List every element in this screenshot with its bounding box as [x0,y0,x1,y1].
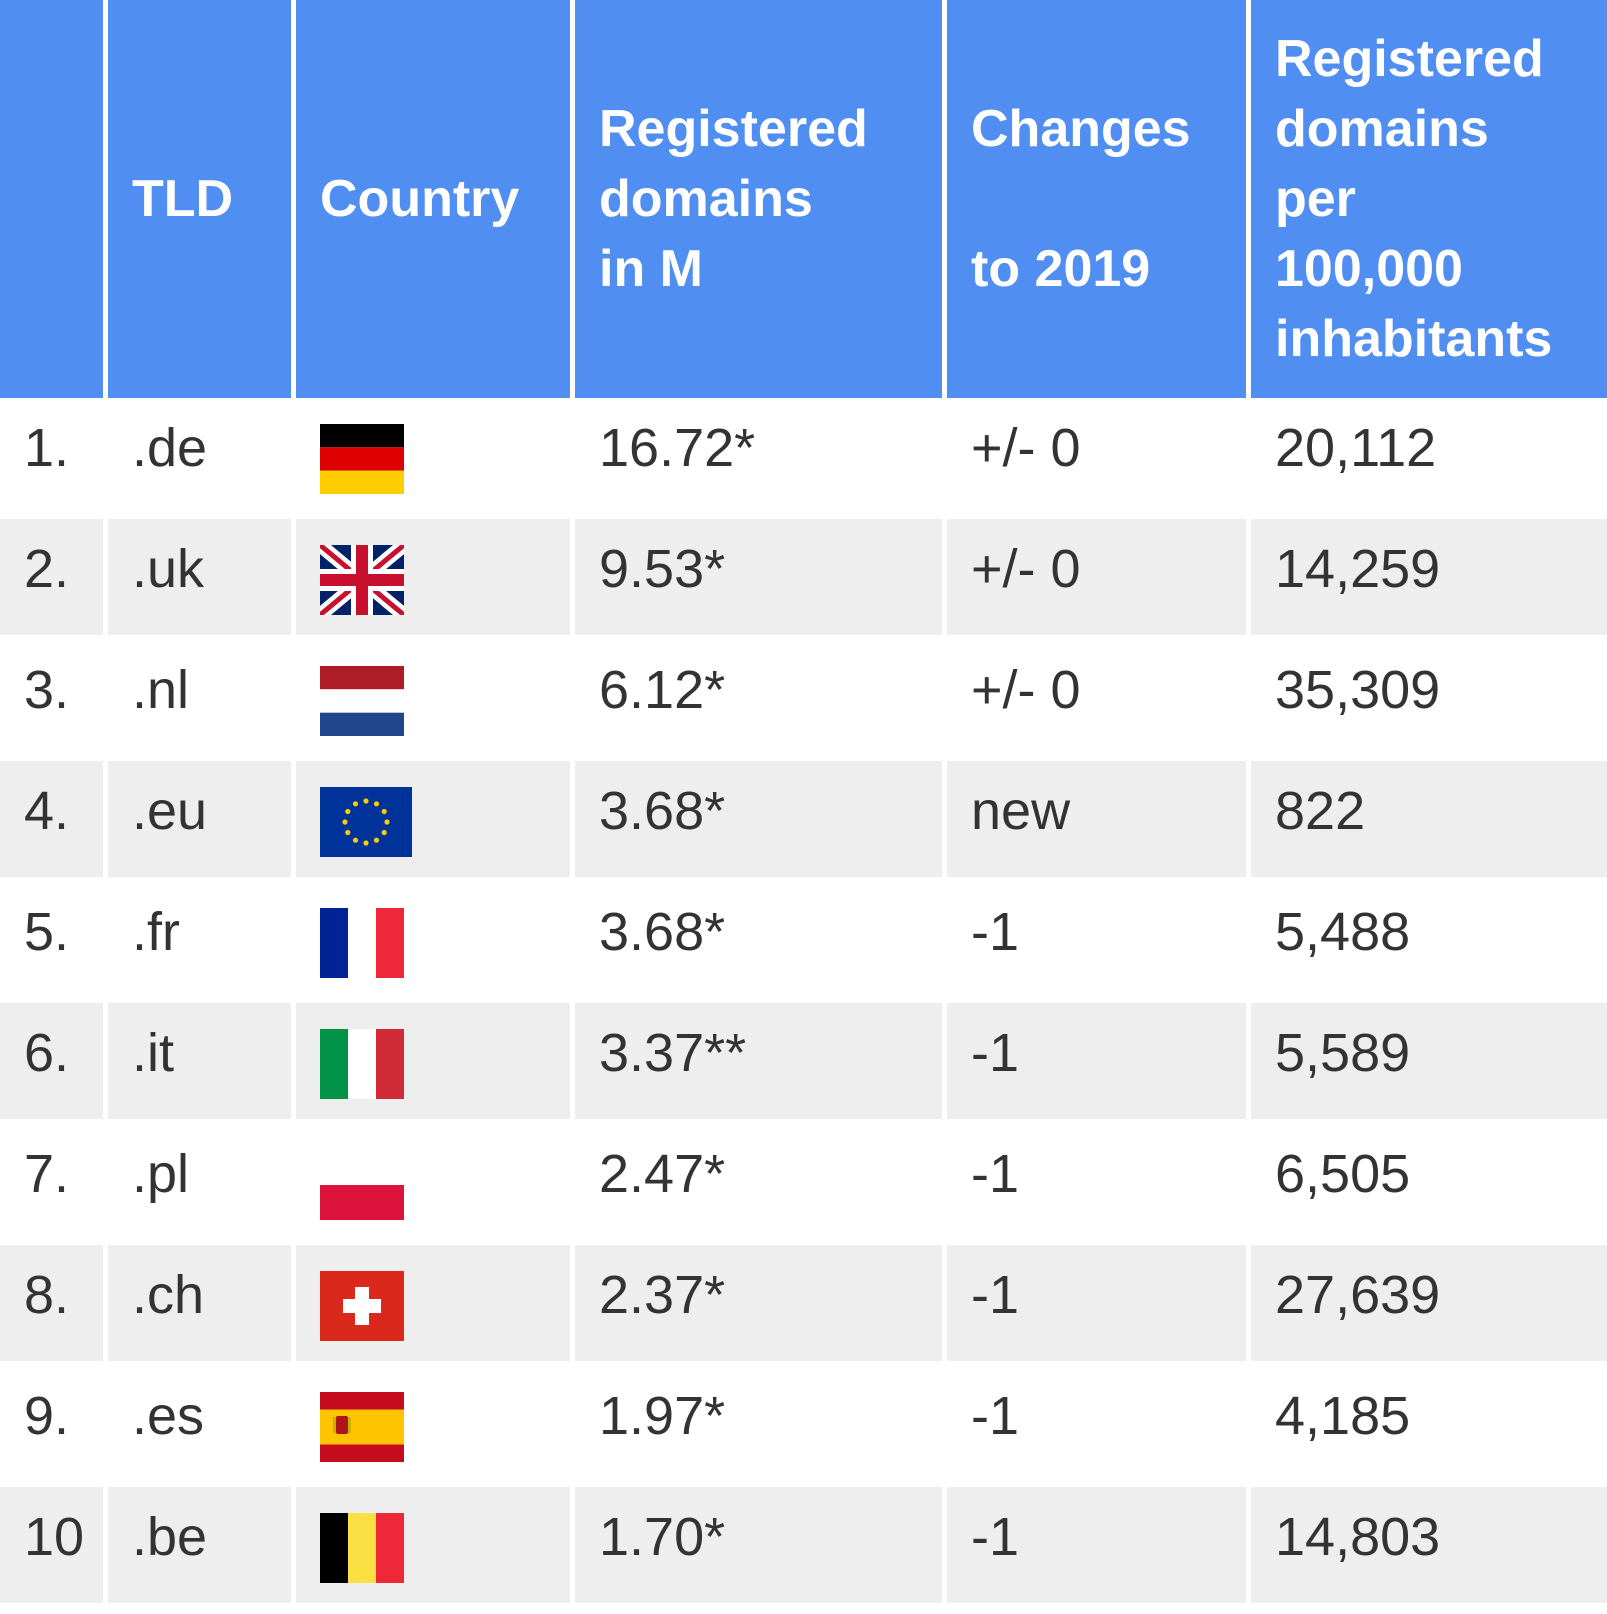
cell-rank: 10 [0,1487,103,1603]
header-registered-domains: Registered domains in M [575,0,942,398]
poland-flag [320,1150,404,1220]
cell-tld: .nl [108,640,291,756]
cell-country [296,761,570,877]
cell-changes-to-2019: +/- 0 [947,398,1246,514]
cell-domains-per-100k: 5,488 [1251,882,1607,998]
cell-rank: 5. [0,882,103,998]
cell-tld: .de [108,398,291,514]
header-rank [0,0,103,398]
cell-registered-domains: 2.37* [575,1245,942,1361]
cell-rank: 6. [0,1003,103,1119]
cell-tld: .be [108,1487,291,1603]
cell-domains-per-100k: 27,639 [1251,1245,1607,1361]
cell-changes-to-2019: -1 [947,1245,1246,1361]
cell-changes-to-2019: new [947,761,1246,877]
cell-domains-per-100k: 35,309 [1251,640,1607,756]
france-flag [320,908,404,978]
cell-country [296,882,570,998]
cell-rank: 7. [0,1124,103,1240]
cell-domains-per-100k: 4,185 [1251,1366,1607,1482]
spain-flag [320,1392,404,1462]
cell-registered-domains: 9.53* [575,519,942,635]
cell-rank: 9. [0,1366,103,1482]
header-country: Country [296,0,570,398]
cell-rank: 4. [0,761,103,877]
cell-tld: .it [108,1003,291,1119]
cell-registered-domains: 1.70* [575,1487,942,1603]
cell-country [296,519,570,635]
switzerland-flag [320,1271,404,1341]
header-domains-per-100k: Registered domains per 100,000 inhabitan… [1251,0,1607,398]
cell-registered-domains: 3.37** [575,1003,942,1119]
cell-changes-to-2019: -1 [947,1366,1246,1482]
cell-domains-per-100k: 14,259 [1251,519,1607,635]
cell-country [296,1487,570,1603]
cell-domains-per-100k: 14,803 [1251,1487,1607,1603]
belgium-flag [320,1513,404,1583]
cell-tld: .pl [108,1124,291,1240]
cell-registered-domains: 6.12* [575,640,942,756]
cell-country [296,1366,570,1482]
cell-registered-domains: 1.97* [575,1366,942,1482]
cell-tld: .ch [108,1245,291,1361]
cell-domains-per-100k: 822 [1251,761,1607,877]
cell-changes-to-2019: -1 [947,1124,1246,1240]
cell-changes-to-2019: -1 [947,882,1246,998]
cell-country [296,1124,570,1240]
cell-registered-domains: 2.47* [575,1124,942,1240]
cell-changes-to-2019: +/- 0 [947,519,1246,635]
header-tld: TLD [108,0,291,398]
netherlands-flag [320,666,404,736]
germany-flag [320,424,404,494]
cell-domains-per-100k: 20,112 [1251,398,1607,514]
cell-country [296,1003,570,1119]
cell-rank: 1. [0,398,103,514]
cell-domains-per-100k: 6,505 [1251,1124,1607,1240]
cell-tld: .fr [108,882,291,998]
cell-registered-domains: 16.72* [575,398,942,514]
european-union-flag [320,787,412,857]
cell-country [296,398,570,514]
italy-flag [320,1029,404,1099]
cell-tld: .es [108,1366,291,1482]
cell-registered-domains: 3.68* [575,882,942,998]
cell-tld: .uk [108,519,291,635]
cell-country [296,1245,570,1361]
cell-rank: 2. [0,519,103,635]
header-changes-to-2019: Changes to 2019 [947,0,1246,398]
cell-tld: .eu [108,761,291,877]
cell-country [296,640,570,756]
cell-domains-per-100k: 5,589 [1251,1003,1607,1119]
cell-changes-to-2019: -1 [947,1487,1246,1603]
cell-rank: 3. [0,640,103,756]
cell-changes-to-2019: -1 [947,1003,1246,1119]
united-kingdom-flag [320,545,404,615]
cell-changes-to-2019: +/- 0 [947,640,1246,756]
cell-rank: 8. [0,1245,103,1361]
cell-registered-domains: 3.68* [575,761,942,877]
